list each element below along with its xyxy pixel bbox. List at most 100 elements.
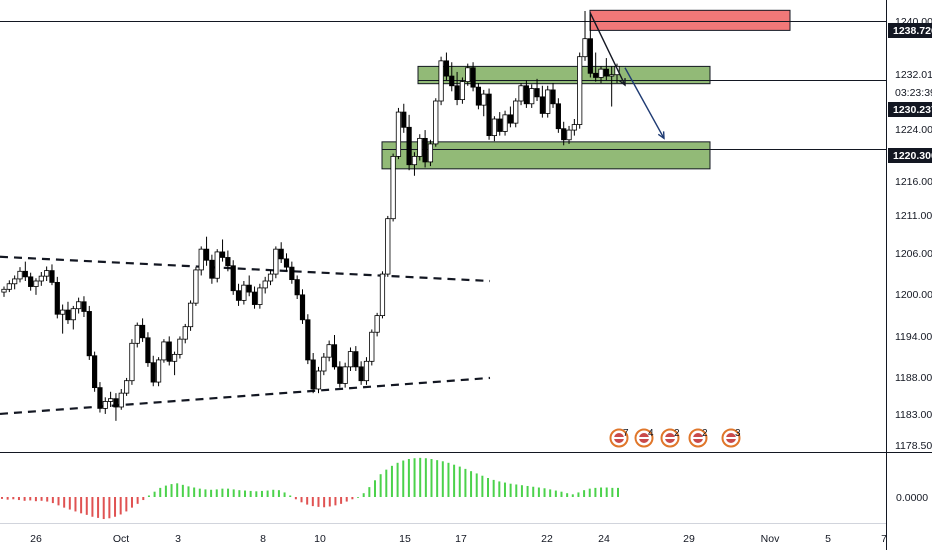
macd-bar (91, 497, 94, 517)
candle-body (513, 100, 519, 124)
time-tick: 29 (683, 533, 695, 545)
candle (124, 377, 130, 396)
candle (358, 361, 364, 385)
candle-body (459, 81, 466, 101)
candle-body (422, 137, 428, 163)
candle-body (534, 88, 540, 98)
candle (390, 153, 396, 222)
candle (417, 134, 423, 161)
macd-bar (193, 487, 196, 497)
candle (118, 389, 124, 410)
price-tick: 1232.019 (895, 69, 932, 81)
candle (406, 114, 412, 171)
macd-bar (23, 497, 26, 501)
candle-body (566, 129, 572, 141)
candle-body (209, 259, 215, 279)
macd-bar (232, 489, 235, 497)
candle-body (369, 331, 375, 362)
macd-bar (130, 497, 133, 508)
event-icons: 7 4 2 2 (609, 428, 742, 448)
projection-arrows (589, 12, 665, 140)
candle (97, 382, 103, 413)
candle-body (598, 68, 604, 78)
macd-bar (108, 497, 111, 519)
candle-body (337, 366, 343, 384)
candle (193, 267, 199, 306)
candle-body (523, 85, 529, 105)
candle (411, 152, 418, 176)
price-tick: 1200.000 (895, 289, 932, 301)
candle (230, 260, 236, 295)
candle (17, 267, 23, 283)
macd-bar (549, 489, 552, 497)
candle (337, 361, 343, 388)
candle (369, 329, 375, 366)
candle (1, 286, 7, 297)
time-axis[interactable]: 26 Oct 3 8 10 15 17 22 24 29 Nov 5 7 (30, 533, 887, 545)
candle-body (267, 273, 274, 282)
candle-body (438, 60, 444, 102)
price-label-bg (888, 148, 932, 163)
countdown-label: 03:23:39 (895, 87, 932, 99)
time-tick: 15 (399, 533, 411, 545)
candle (102, 397, 108, 414)
trend-lines (0, 255, 491, 416)
support-zone (417, 65, 711, 85)
candle (161, 339, 167, 363)
candle-body (230, 265, 236, 292)
macd-bar (221, 488, 224, 497)
candle-body (470, 67, 476, 88)
candle-body (49, 270, 55, 283)
candle (609, 66, 615, 107)
time-tick: 26 (30, 533, 42, 545)
event-icon-3[interactable]: 2 (660, 428, 681, 448)
candle-body (571, 124, 577, 131)
macd-bar (260, 490, 263, 497)
candle (539, 85, 545, 118)
candle-body (113, 398, 119, 408)
candle (326, 340, 332, 362)
candle (374, 312, 380, 337)
macd-bar (29, 497, 32, 501)
candle-body (305, 319, 311, 361)
candle (465, 63, 471, 86)
candle (225, 250, 231, 272)
event-icon-2[interactable]: 4 (634, 428, 655, 448)
candle (550, 83, 556, 108)
macd-bar (357, 497, 360, 498)
candle-body (486, 93, 492, 137)
macd-bar (142, 497, 145, 501)
macd-bar (492, 479, 495, 497)
macd-bar (515, 484, 518, 497)
event-icon-5[interactable]: 3 (721, 428, 742, 448)
macd-bar (255, 491, 258, 497)
event-icon-4[interactable]: 2 (688, 428, 709, 448)
candle (86, 305, 92, 360)
candle (529, 84, 535, 108)
macd-bar (577, 492, 580, 497)
candle-body (262, 280, 268, 289)
macd-bar (323, 497, 326, 508)
candle (555, 98, 561, 133)
macd-bar (487, 478, 490, 497)
candle-body (28, 276, 34, 287)
macd-bar (125, 497, 128, 512)
candle-body (134, 324, 140, 344)
candle-body (166, 341, 172, 362)
price-tick: 1178.500 (895, 440, 932, 452)
macd-bar (571, 494, 574, 497)
price-label-1238: 1238.726 (893, 25, 932, 37)
candle (459, 77, 466, 104)
candle-body (1, 288, 7, 293)
time-tick: Oct (113, 533, 129, 545)
macd-bar (447, 462, 450, 497)
macd-bar (588, 488, 591, 497)
event-icon-1[interactable]: 7 (609, 428, 630, 448)
candle-body (342, 366, 348, 384)
candle (449, 62, 455, 92)
candle (603, 58, 609, 81)
candle-body (363, 360, 370, 382)
candle-body (507, 114, 513, 124)
candle-body (417, 137, 423, 157)
